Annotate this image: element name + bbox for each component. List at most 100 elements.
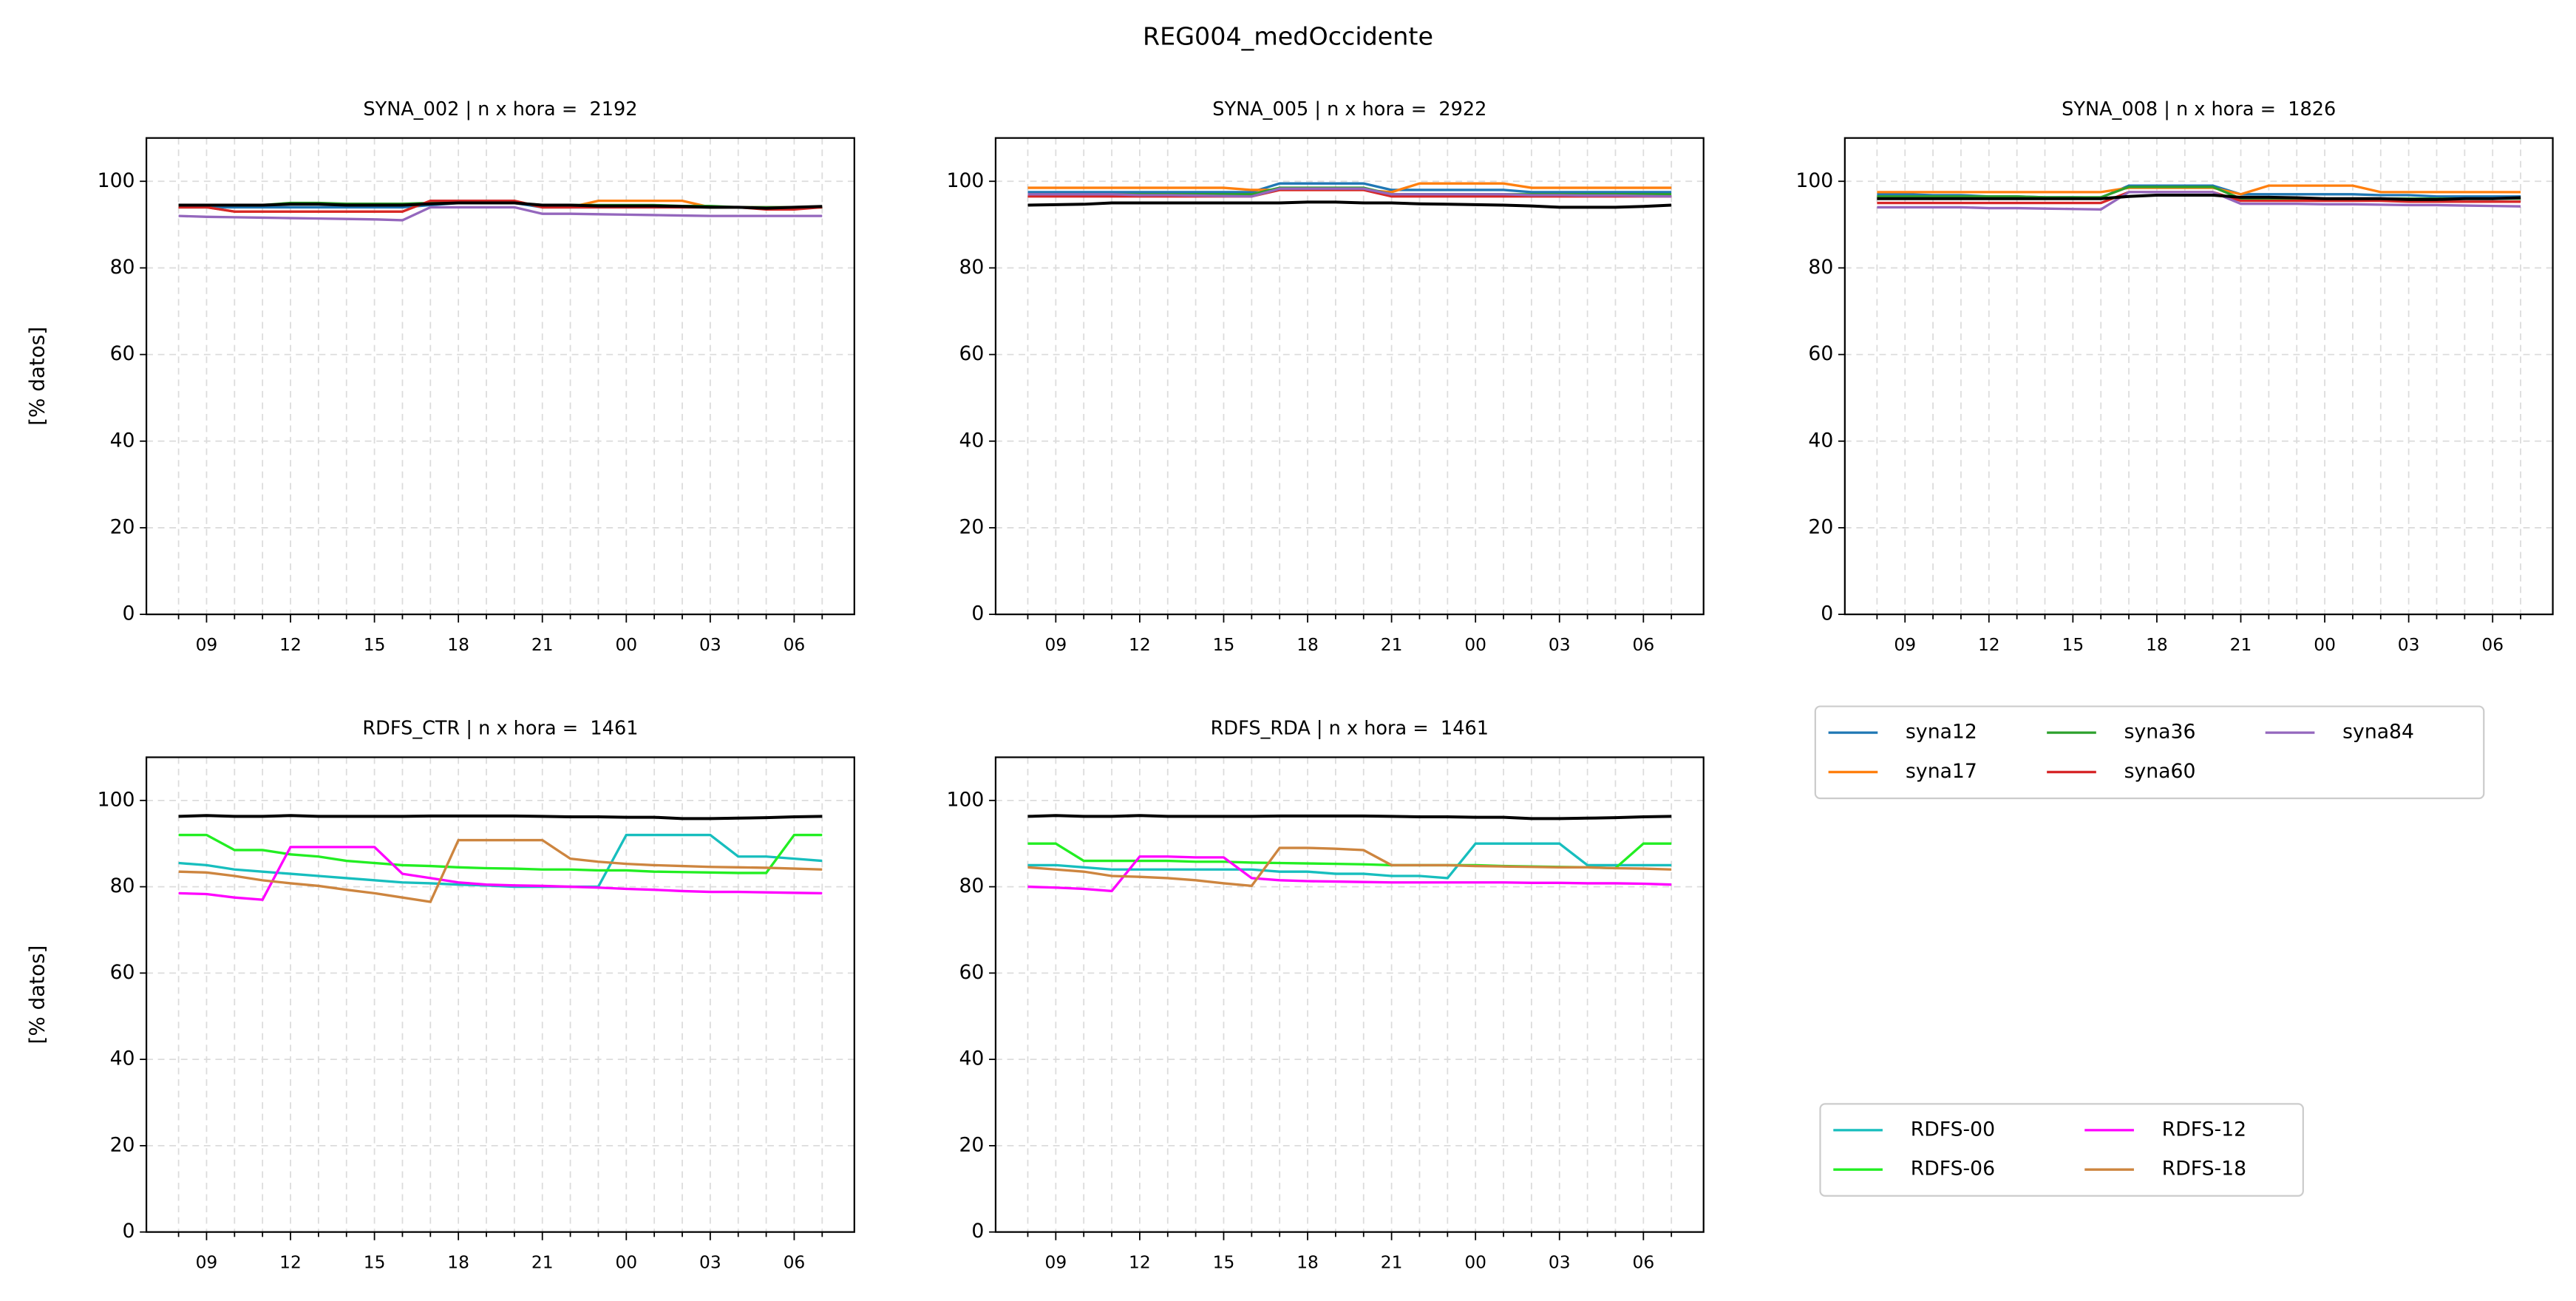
- series-line: [1877, 191, 2521, 211]
- x-tick-label: 03: [699, 634, 721, 655]
- x-tick-label: 21: [1381, 634, 1403, 655]
- x-tick-label: 00: [2314, 634, 2336, 655]
- axes-frame: [994, 756, 1705, 1233]
- y-tick-label: 20: [110, 1133, 135, 1156]
- series-line: [1877, 194, 2521, 201]
- x-tick-label: 21: [531, 634, 554, 655]
- y-tick-label: 80: [959, 874, 984, 897]
- x-tick-label: 03: [1549, 634, 1571, 655]
- x-tick-label: 21: [2230, 634, 2252, 655]
- y-tick-label: 40: [110, 429, 135, 452]
- legend: RDFS-00 RDFS-06 RDFS-12 RDFS-18: [1819, 1103, 2304, 1197]
- legend-label: RDFS-00: [1911, 1118, 1995, 1141]
- series-line: [1027, 814, 1672, 821]
- chart-title: RDFS_RDA | n x hora = 1461: [1211, 718, 1489, 740]
- x-tick-label: 18: [2146, 634, 2168, 655]
- y-tick-label: 20: [110, 515, 135, 538]
- series-line: [178, 814, 823, 821]
- y-tick-label: 80: [1808, 256, 1833, 279]
- x-tick-label: 15: [2062, 634, 2084, 655]
- axes-frame: [994, 137, 1705, 616]
- x-tick-label: 06: [1632, 1251, 1654, 1272]
- legend-label: RDFS-06: [1911, 1158, 1995, 1181]
- y-tick-label: 0: [971, 602, 984, 625]
- y-tick-label: 60: [110, 342, 135, 365]
- y-tick-label: 40: [959, 1047, 984, 1070]
- x-tick-label: 12: [279, 634, 302, 655]
- y-tick-label: 0: [123, 602, 135, 625]
- y-axis-label: [% datos]: [24, 327, 49, 426]
- chart-title: SYNA_008 | n x hora = 1826: [2062, 98, 2336, 120]
- legend-box: [1819, 1103, 2304, 1197]
- chart-title: RDFS_CTR | n x hora = 1461: [362, 718, 638, 740]
- x-tick-label: 09: [1044, 634, 1067, 655]
- figure-title: REG004_medOccidente: [1143, 22, 1433, 51]
- y-tick-label: 20: [1808, 515, 1833, 538]
- x-tick-label: 03: [699, 1251, 721, 1272]
- y-tick-label: 80: [110, 874, 135, 897]
- y-axis-label: [% datos]: [24, 945, 49, 1044]
- y-tick-label: 40: [1808, 429, 1833, 452]
- axes-frame: [145, 756, 855, 1233]
- x-tick-label: 15: [1213, 1251, 1235, 1272]
- y-tick-label: 20: [959, 515, 984, 538]
- y-tick-label: 100: [98, 788, 135, 811]
- x-tick-label: 03: [2398, 634, 2420, 655]
- y-tick-label: 60: [959, 342, 984, 365]
- x-tick-label: 09: [1044, 1251, 1067, 1272]
- series-line: [178, 838, 823, 903]
- legend-label: syna60: [2124, 760, 2196, 783]
- series-line: [1027, 200, 1672, 209]
- x-tick-label: 15: [364, 634, 386, 655]
- y-tick-label: 100: [946, 169, 984, 192]
- x-tick-label: 21: [1381, 1251, 1403, 1272]
- series-line: [178, 205, 823, 222]
- y-tick-label: 40: [110, 1047, 135, 1070]
- x-tick-label: 18: [447, 1251, 469, 1272]
- x-tick-label: 09: [196, 1251, 218, 1272]
- chart-title: SYNA_005 | n x hora = 2922: [1212, 98, 1486, 120]
- legend-box: [1814, 705, 2485, 800]
- legend-label: RDFS-18: [2162, 1158, 2246, 1181]
- legend-label: syna12: [1906, 721, 1977, 744]
- x-tick-label: 06: [2481, 634, 2504, 655]
- y-tick-label: 80: [110, 256, 135, 279]
- legend-label: syna36: [2124, 721, 2196, 744]
- x-tick-label: 12: [1129, 634, 1151, 655]
- x-tick-label: 06: [784, 1251, 806, 1272]
- x-tick-label: 06: [784, 634, 806, 655]
- series-line: [1027, 855, 1672, 893]
- legend-label: syna17: [1906, 760, 1977, 783]
- y-tick-label: 100: [98, 169, 135, 192]
- chart-title: SYNA_002 | n x hora = 2192: [363, 98, 637, 120]
- series-line: [1027, 187, 1672, 198]
- legend-label: syna84: [2342, 721, 2414, 744]
- x-tick-label: 18: [1297, 1251, 1319, 1272]
- x-tick-label: 15: [1213, 634, 1235, 655]
- x-tick-label: 12: [1129, 1251, 1151, 1272]
- series-line: [178, 201, 823, 210]
- y-tick-label: 100: [946, 788, 984, 811]
- series-line: [1027, 842, 1672, 880]
- x-tick-label: 00: [1464, 1251, 1486, 1272]
- series-line: [1027, 182, 1672, 194]
- x-tick-label: 18: [1297, 634, 1319, 655]
- axes-frame: [145, 137, 855, 616]
- x-tick-label: 12: [279, 1251, 302, 1272]
- y-tick-label: 60: [110, 961, 135, 984]
- x-tick-label: 18: [447, 634, 469, 655]
- legend-label: RDFS-12: [2162, 1118, 2246, 1141]
- y-tick-label: 80: [959, 256, 984, 279]
- x-tick-label: 15: [364, 1251, 386, 1272]
- series-line: [1027, 846, 1672, 888]
- x-tick-label: 00: [1464, 634, 1486, 655]
- x-tick-label: 06: [1632, 634, 1654, 655]
- x-tick-label: 03: [1549, 1251, 1571, 1272]
- y-tick-label: 20: [959, 1133, 984, 1156]
- y-tick-label: 0: [971, 1220, 984, 1243]
- x-tick-label: 09: [1894, 634, 1916, 655]
- y-tick-label: 60: [1808, 342, 1833, 365]
